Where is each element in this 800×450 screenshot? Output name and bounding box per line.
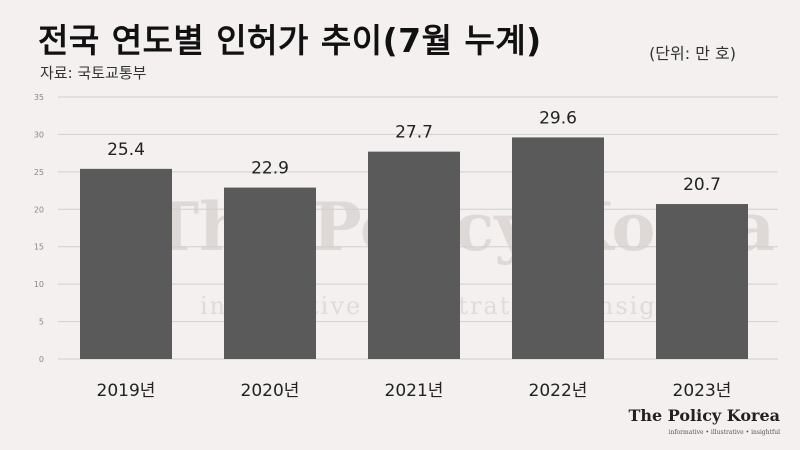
x-tick-label: 2019년 [97,381,156,401]
unit-label: (단위: 만 호) [649,44,736,63]
y-tick-label: 0 [39,355,44,364]
x-tick-label: 2021년 [385,381,444,401]
y-tick-label: 30 [34,130,44,139]
bar [368,151,460,359]
y-tick-label: 10 [34,280,44,289]
bar [80,168,172,359]
bar [656,204,748,359]
x-tick-label: 2022년 [529,381,588,401]
chart-title: 전국 연도별 인허가 추이(7월 누계) [38,21,542,60]
y-tick-label: 15 [34,243,44,252]
brand-tagline: informative • illustrative • insightful [668,429,780,436]
y-tick-label: 25 [34,168,44,177]
source-label: 자료: 국토교통부 [40,64,147,82]
y-tick-label: 5 [39,318,44,327]
brand-logo: The Policy Korea [628,406,780,425]
x-tick-label: 2023년 [673,381,732,401]
x-tick-label: 2020년 [241,381,300,401]
value-label: 22.9 [251,159,289,179]
bar [512,137,604,359]
value-label: 29.6 [539,108,577,128]
y-tick-label: 35 [34,93,44,102]
value-label: 25.4 [107,140,145,160]
value-label: 20.7 [683,175,721,195]
y-tick-label: 20 [34,205,44,214]
value-label: 27.7 [395,123,433,143]
bar [224,187,316,359]
